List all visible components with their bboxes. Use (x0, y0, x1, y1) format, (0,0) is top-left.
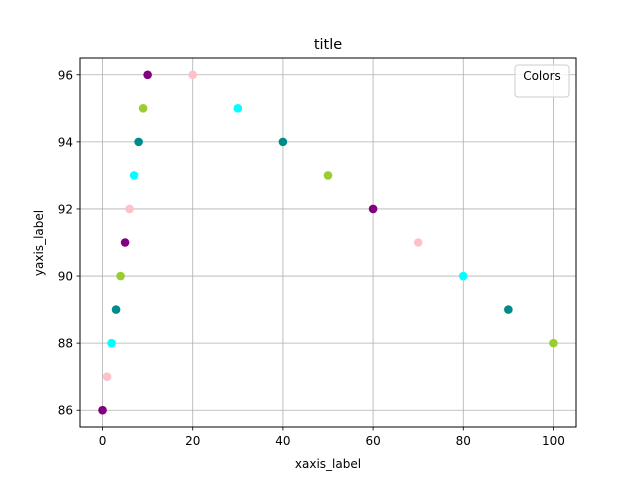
scatter-point (233, 104, 243, 113)
legend: Colors (514, 64, 570, 98)
scatter-point (98, 405, 107, 415)
chart-title: title (314, 37, 342, 53)
scatter-point (278, 137, 288, 147)
legend-box (514, 64, 570, 98)
data-points (98, 70, 558, 415)
x-tick-label: 0 (99, 434, 107, 448)
scatter-point (120, 238, 130, 247)
scatter-point (116, 271, 125, 281)
plot-frame (79, 57, 577, 428)
y-tick-label: 96 (58, 68, 73, 82)
legend-title: Colors (523, 69, 561, 83)
y-tick-label: 90 (58, 270, 73, 284)
y-tick-label: 86 (58, 404, 73, 418)
y-tick-label: 88 (58, 337, 73, 351)
scatter-point (111, 305, 121, 314)
scatter-point (368, 204, 378, 214)
scatter-point (188, 70, 198, 80)
x-tick-label: 20 (185, 434, 200, 448)
scatter-point (107, 338, 116, 348)
scatter-point (323, 171, 333, 180)
grid-lines (80, 58, 576, 427)
scatter-point (138, 104, 148, 113)
scatter-point (413, 238, 423, 247)
scatter-point (134, 137, 143, 147)
x-tick-label: 60 (365, 434, 380, 448)
scatter-point (504, 305, 513, 314)
y-tick-label: 92 (58, 202, 73, 216)
x-tick-label: 40 (275, 434, 290, 448)
scatter-point (549, 338, 558, 348)
y-tick-label: 94 (58, 135, 73, 149)
x-axis-ticks: 0 20 40 60 80 100 (99, 427, 565, 448)
x-tick-label: 100 (542, 434, 565, 448)
scatter-point (143, 70, 152, 80)
scatter-point (125, 204, 134, 214)
scatter-point (102, 372, 112, 381)
y-axis-ticks: 86 88 90 92 94 96 (58, 68, 80, 418)
scatter-point (458, 271, 468, 281)
x-tick-label: 80 (456, 434, 471, 448)
y-axis-label: yaxis_label (32, 210, 46, 276)
scatter-point (129, 171, 139, 180)
x-axis-label: xaxis_label (295, 457, 361, 471)
